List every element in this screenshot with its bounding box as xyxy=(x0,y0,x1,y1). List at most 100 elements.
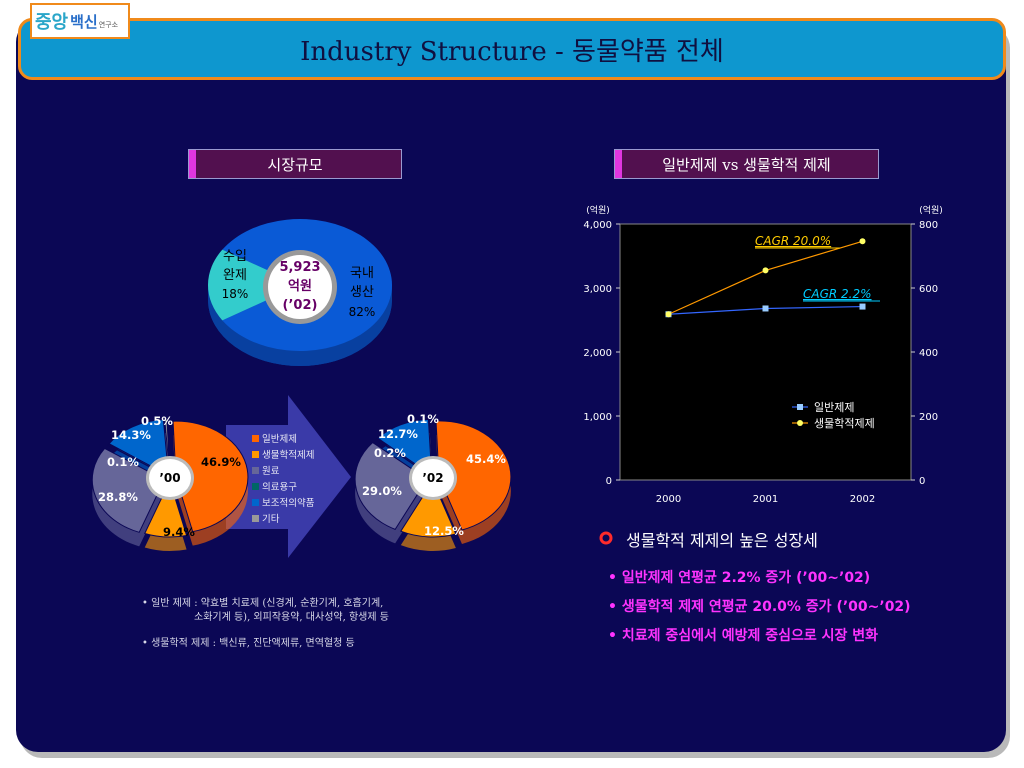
section-title: 시장규모 xyxy=(267,155,323,174)
pie-year-label: ’02 xyxy=(422,471,443,485)
y-right-tick-label: 0 xyxy=(919,476,925,487)
import-label-3: 18% xyxy=(222,287,249,301)
cagr-general-annotation: CAGR 2.2% xyxy=(803,287,872,301)
company-logo: 중앙 백신 연구소 xyxy=(30,3,130,39)
data-point-일반제제 xyxy=(762,305,769,312)
legend-label: 의료용구 xyxy=(262,482,297,493)
domestic-label-3: 82% xyxy=(349,305,376,319)
pie-value-label: 45.4% xyxy=(466,452,506,466)
x-tick-label: 2000 xyxy=(656,494,681,505)
pie-slice-보조적의약품 xyxy=(108,419,170,477)
logo-small: 연구소 xyxy=(98,21,119,29)
y-right-unit: (억원) xyxy=(919,204,943,216)
pie-value-label: 28.8% xyxy=(98,490,138,504)
legend-swatch xyxy=(252,498,259,506)
pie-value-label: 0.1% xyxy=(407,412,439,426)
pie-value-label: 14.3% xyxy=(111,428,151,442)
line-chart: 0 1,000 2,000 3,000 4,000 0 200 400 600 800 2000 20… xyxy=(583,204,943,505)
import-label-1: 수입 xyxy=(223,249,247,264)
ring-bullet-icon xyxy=(599,531,613,545)
import-label-2: 완제 xyxy=(223,268,247,283)
bullet-bio: • 생물학적 제제 연평균 20.0% 증가 (’00~’02) xyxy=(608,599,911,615)
x-tick-label: 2002 xyxy=(850,494,875,505)
note-general: • 일반 제제 : 약효별 치료제 (신경계, 순환기계, 호흡기계, xyxy=(142,598,384,609)
legend-item: 기타 xyxy=(252,510,314,526)
market-size-pie: 5,923 억원 (’02) 수입 완제 18% 국내 생산 82% xyxy=(208,219,392,366)
section-header-market-size: 시장규모 xyxy=(188,149,402,179)
legend-item: 의료용구 xyxy=(252,478,314,494)
y-right-tick-label: 800 xyxy=(919,220,938,231)
pie-2002: ’02 45.4% 12.5% 29.0% 0.2% 12.7%0.1% xyxy=(354,412,512,551)
legend-label: 생물학적제제 xyxy=(262,450,315,461)
y-left-tick-label: 1,000 xyxy=(583,412,612,423)
pie-hole xyxy=(412,459,454,497)
legend-swatch xyxy=(252,434,259,442)
data-point-일반제제 xyxy=(859,303,866,310)
title-bar: Industry Structure - 동물약품 전체 xyxy=(18,18,1006,80)
pie-value-label: 46.9% xyxy=(201,455,241,469)
bullet-general: • 일반제제 연평균 2.2% 증가 (’00~’02) xyxy=(608,570,871,586)
insight-bullets: • 일반제제 연평균 2.2% 증가 (’00~’02) • 생물학적 제제 연… xyxy=(608,564,911,651)
logo-main: 중앙 xyxy=(35,12,69,33)
y-left-tick-label: 4,000 xyxy=(583,220,612,231)
pie-value-label: 12.7% xyxy=(378,427,418,441)
pie-2000: ’00 46.9% 9.4% 28.8% 0.1% 14.3%0.5% xyxy=(91,414,249,551)
pie-center-year: (’02) xyxy=(283,298,318,313)
pie-slice-import xyxy=(208,249,300,321)
pie-year-label: ’00 xyxy=(159,471,180,485)
insight-heading: 생물학적 제제의 높은 성장세 xyxy=(626,531,818,550)
definition-notes: • 일반 제제 : 약효별 치료제 (신경계, 순환기계, 호흡기계, 소화기계… xyxy=(142,597,462,651)
legend-label: 일반제제 xyxy=(262,434,297,445)
note-bio: • 생물학적 제제 : 백신류, 진단액제류, 면역혈청 등 xyxy=(142,638,355,649)
y-right-tick-label: 200 xyxy=(919,412,938,423)
legend-label: 일반제제 xyxy=(814,400,854,414)
y-left-unit: (억원) xyxy=(586,204,610,216)
pie-value-label: 29.0% xyxy=(362,484,402,498)
y-right-tick-label: 400 xyxy=(919,348,938,359)
pie-value-label: 0.5% xyxy=(141,414,173,428)
pie-center-unit: 억원 xyxy=(288,279,312,294)
section-title: 일반제제 vs 생물학적 제제 xyxy=(662,155,831,174)
legend-label: 보조적의약품 xyxy=(262,498,315,509)
y-left-tick-label: 3,000 xyxy=(583,284,612,295)
legend-swatch xyxy=(252,482,259,490)
y-right-tick-label: 600 xyxy=(919,284,938,295)
legend-swatch xyxy=(252,514,259,522)
pie-slice-원료 xyxy=(354,441,428,530)
logo-sub: 백신 xyxy=(70,12,98,31)
section-header-comparison: 일반제제 vs 생물학적 제제 xyxy=(614,149,879,179)
legend-label: 생물학적제제 xyxy=(814,417,875,430)
x-tick-label: 2001 xyxy=(753,494,778,505)
pie-slice-일반제제 xyxy=(435,420,512,531)
pie-hole xyxy=(149,459,191,497)
legend-label: 기타 xyxy=(262,514,280,525)
y-left-tick-label: 2,000 xyxy=(583,348,612,359)
legend-item: 생물학적제제 xyxy=(252,446,314,462)
pie-value-label: 12.5% xyxy=(424,524,464,538)
pie-value-label: 0.1% xyxy=(107,455,139,469)
pie-value-label: 9.4% xyxy=(163,525,195,539)
pie-slice-원료 xyxy=(91,447,165,533)
legend-label: 원료 xyxy=(262,466,280,477)
plot-area xyxy=(619,223,912,481)
legend-swatch xyxy=(252,450,259,458)
page-title: Industry Structure - 동물약품 전체 xyxy=(300,36,724,67)
pie-value-label: 0.2% xyxy=(374,446,406,460)
bullet-shift: • 치료제 중심에서 예방제 중심으로 시장 변화 xyxy=(608,628,879,644)
data-point-생물학적제제 xyxy=(859,238,866,245)
data-point-생물학적제제 xyxy=(762,267,769,274)
note-general-cont: 소화기계 등), 외피작용약, 대사성약, 항생제 등 xyxy=(194,612,389,623)
domestic-label-1: 국내 xyxy=(350,266,374,281)
legend-item: 원료 xyxy=(252,462,314,478)
data-point-생물학적제제 xyxy=(665,311,672,318)
pie-slice-생물학적제제 xyxy=(400,479,457,538)
legend-item: 보조적의약품 xyxy=(252,494,314,510)
legend-item: 일반제제 xyxy=(252,430,314,446)
y-left-tick-label: 0 xyxy=(606,476,612,487)
pie-slice-생물학적제제 xyxy=(144,479,188,538)
pie-center-value: 5,923 xyxy=(279,260,320,275)
domestic-label-2: 생산 xyxy=(350,285,374,300)
cagr-bio-annotation: CAGR 20.0% xyxy=(755,234,831,248)
legend-swatch xyxy=(252,466,259,474)
